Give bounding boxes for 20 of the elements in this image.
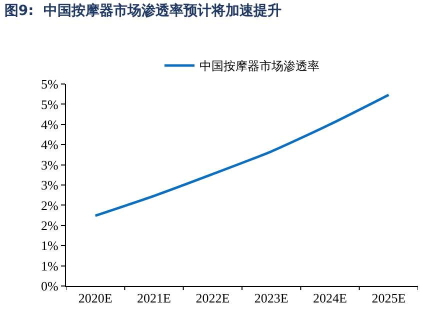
legend-label: 中国按摩器市场渗透率 [200, 59, 320, 74]
y-tick-label: 3% [41, 157, 59, 172]
y-tick-label: 5% [41, 76, 59, 92]
x-tick-label: 2023E [254, 290, 288, 306]
chart-title: 图9: 中国按摩器市场渗透率预计将加速提升 [4, 2, 282, 19]
y-tick-label: 2% [41, 198, 59, 213]
y-tick-label: 5% [41, 96, 59, 112]
y-tick-label: 0% [41, 278, 59, 294]
x-tick-label: 2024E [313, 290, 348, 306]
x-tick-label: 2020E [78, 290, 112, 306]
line-series [94, 94, 390, 217]
x-tick-label: 2021E [137, 290, 172, 306]
y-tick-label: 4% [41, 116, 59, 132]
x-tick-label: 2025E [372, 290, 406, 306]
y-tick-label: 2% [41, 218, 59, 233]
x-tick-label: 2022E [196, 290, 230, 306]
y-tick-label: 1% [41, 258, 59, 274]
y-tick-label: 4% [41, 137, 59, 152]
y-tick-label: 3% [41, 178, 59, 193]
y-tick-label: 1% [41, 238, 59, 254]
